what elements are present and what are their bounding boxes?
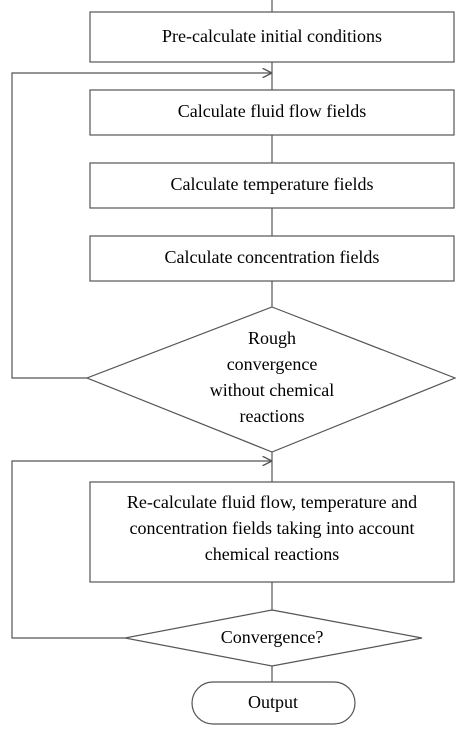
process-box [89,162,455,209]
loop-arrow [11,73,272,379]
decision [85,306,456,453]
node-label: Calculate fluid flow fields [178,101,366,121]
node-label: Re-calculate fluid flow, temperature and [127,492,417,512]
node-label: chemical reactions [205,544,339,564]
node-label: Convergence? [221,627,324,647]
node-label: concentration fields taking into account [130,518,415,538]
process-box [89,481,455,583]
decision [124,609,423,667]
loop-arrow [11,461,272,639]
process-box [89,235,455,282]
node-label: Output [248,692,298,712]
node-label: Rough [248,328,296,348]
node-label: without chemical [210,380,334,400]
node-label: Calculate concentration fields [165,247,380,267]
node-label: reactions [240,406,305,426]
process-box [89,89,455,136]
node-label: Calculate temperature fields [171,174,374,194]
node-label: Pre-calculate initial conditions [162,26,382,46]
terminal [191,681,356,725]
node-label: convergence [227,354,318,374]
process-box [89,11,455,63]
